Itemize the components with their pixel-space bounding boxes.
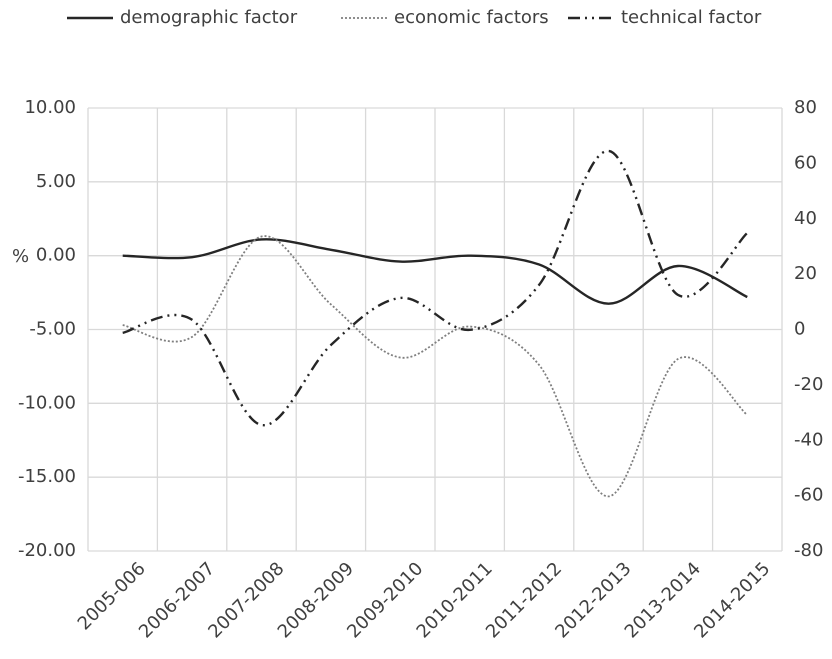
legend-label: demographic factor — [120, 7, 298, 28]
y-tick-label: 10.00 — [24, 97, 76, 118]
y-tick-label: 0.00 — [36, 245, 76, 266]
y-tick-label: -15.00 — [18, 466, 76, 487]
legend-label: technical factor — [621, 7, 762, 28]
y2-tick-label: -20 — [794, 374, 823, 395]
y-tick-label: 5.00 — [36, 171, 76, 192]
y2-tick-label: 40 — [794, 208, 817, 229]
y2-tick-label: 20 — [794, 263, 817, 284]
y2-tick-label: -40 — [794, 429, 823, 450]
y-tick-label: -10.00 — [18, 392, 76, 413]
legend-label: economic factors — [394, 7, 549, 28]
series-line — [122, 149, 749, 427]
y-axis-label: % — [12, 246, 29, 267]
series-line — [122, 235, 748, 498]
y2-tick-label: -60 — [794, 485, 823, 506]
x-tick-label: 2014-2015 — [690, 558, 774, 642]
y2-tick-label: -80 — [794, 540, 823, 561]
series-line — [122, 238, 748, 305]
y2-tick-label: 60 — [794, 152, 817, 173]
y-tick-label: -5.00 — [29, 319, 76, 340]
y2-tick-label: 80 — [794, 97, 817, 118]
y2-tick-label: 0 — [794, 319, 805, 340]
y-tick-label: -20.00 — [18, 540, 76, 561]
